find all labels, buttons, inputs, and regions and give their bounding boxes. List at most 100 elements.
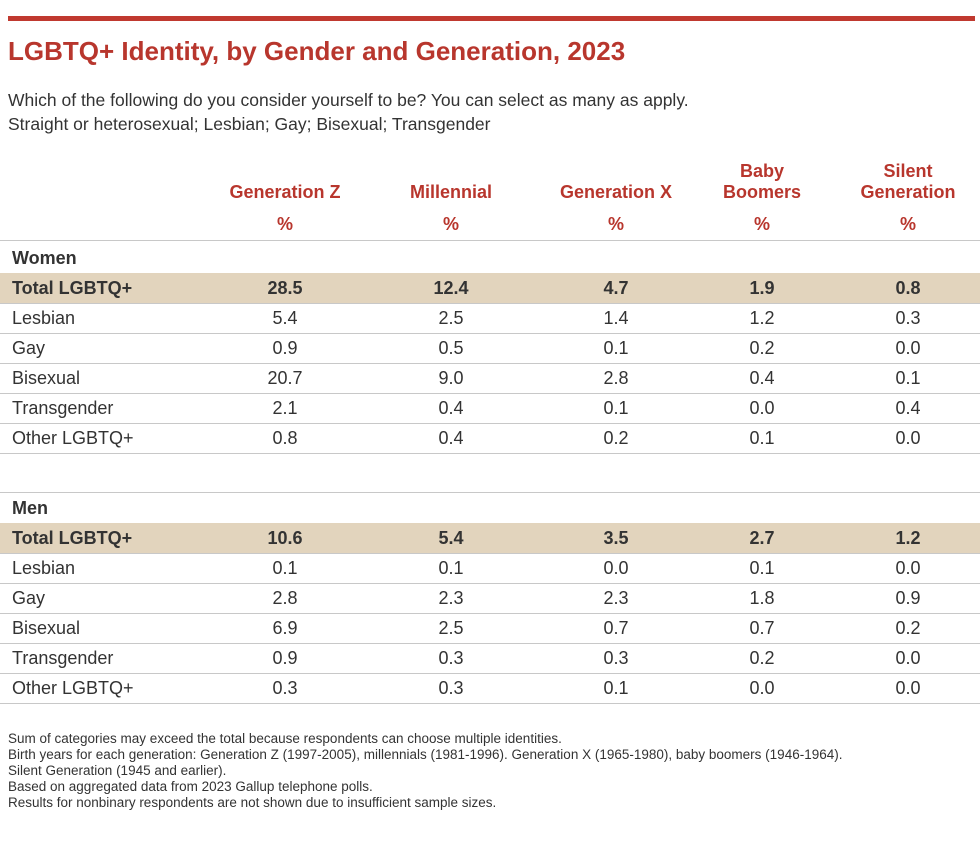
cell-value: 0.1 xyxy=(749,558,775,578)
cell-value: 1.4 xyxy=(603,308,629,328)
cell-value: 0.3 xyxy=(438,648,464,668)
note: Silent Generation (1945 and earlier). xyxy=(8,763,227,778)
cell-value: 0.1 xyxy=(438,558,464,578)
cell-value: 9.0 xyxy=(438,368,464,388)
row-rule xyxy=(0,583,980,584)
cell-value: 0.4 xyxy=(438,398,464,418)
row-label: Bisexual xyxy=(12,368,81,388)
column-header: Silent xyxy=(883,161,933,181)
cell-value: 1.9 xyxy=(749,278,775,298)
cell-value: 0.7 xyxy=(603,618,629,638)
cell-value: 2.1 xyxy=(272,398,298,418)
note: Birth years for each generation: Generat… xyxy=(8,747,843,762)
cell-value: 0.1 xyxy=(272,558,298,578)
row-rule xyxy=(0,553,980,554)
subtitle: Straight or heterosexual; Lesbian; Gay; … xyxy=(8,114,491,134)
cell-value: 0.0 xyxy=(895,648,921,668)
column-header: Baby xyxy=(739,161,784,181)
cell-value: 4.7 xyxy=(603,278,629,298)
cell-value: 1.2 xyxy=(749,308,775,328)
cell-value: 0.7 xyxy=(749,618,775,638)
cell-value: 0.4 xyxy=(895,398,921,418)
row-rule xyxy=(0,613,980,614)
cell-value: 0.2 xyxy=(749,648,775,668)
cell-value: 5.4 xyxy=(438,528,464,548)
cell-value: 2.3 xyxy=(438,588,464,608)
cell-value: 6.9 xyxy=(272,618,298,638)
cell-value: 2.7 xyxy=(749,528,775,548)
cell-value: 1.8 xyxy=(749,588,775,608)
cell-value: 0.1 xyxy=(749,428,775,448)
cell-value: 0.5 xyxy=(438,338,464,358)
section-label: Women xyxy=(12,248,77,268)
cell-value: 0.3 xyxy=(603,648,629,668)
cell-value: 0.3 xyxy=(895,308,921,328)
note: Based on aggregated data from 2023 Gallu… xyxy=(8,779,373,794)
row-label: Gay xyxy=(12,338,46,358)
row-rule xyxy=(0,363,980,364)
row-label: Total LGBTQ+ xyxy=(12,528,133,548)
note: Results for nonbinary respondents are no… xyxy=(8,795,497,810)
row-label: Lesbian xyxy=(12,308,76,328)
cell-value: 0.2 xyxy=(603,428,629,448)
column-unit: % xyxy=(753,214,770,234)
column-unit: % xyxy=(442,214,459,234)
cell-value: 2.5 xyxy=(438,308,464,328)
top-rule xyxy=(8,16,975,21)
note: Sum of categories may exceed the total b… xyxy=(8,731,562,746)
column-unit: % xyxy=(899,214,916,234)
cell-value: 20.7 xyxy=(267,368,303,388)
row-label: Transgender xyxy=(12,398,114,418)
column-header: Boomers xyxy=(722,182,802,202)
cell-value: 0.1 xyxy=(895,368,921,388)
row-rule xyxy=(0,393,980,394)
row-rule xyxy=(0,423,980,424)
cell-value: 1.2 xyxy=(895,528,921,548)
column-header: Generation xyxy=(860,182,956,202)
column-header: Generation X xyxy=(559,182,673,202)
cell-value: 28.5 xyxy=(267,278,303,298)
cell-value: 0.0 xyxy=(895,558,921,578)
total-band xyxy=(0,523,980,553)
column-header: Generation Z xyxy=(229,182,341,202)
cell-value: 0.2 xyxy=(895,618,921,638)
row-label: Gay xyxy=(12,588,46,608)
cell-value: 0.3 xyxy=(272,678,298,698)
row-label: Total LGBTQ+ xyxy=(12,278,133,298)
cell-value: 0.0 xyxy=(749,398,775,418)
cell-value: 2.8 xyxy=(603,368,629,388)
column-header: Millennial xyxy=(409,182,492,202)
row-label: Other LGBTQ+ xyxy=(12,678,134,698)
row-label: Lesbian xyxy=(12,558,76,578)
cell-value: 0.0 xyxy=(749,678,775,698)
cell-value: 0.3 xyxy=(438,678,464,698)
row-rule xyxy=(0,703,980,704)
row-rule xyxy=(0,643,980,644)
cell-value: 0.4 xyxy=(438,428,464,448)
cell-value: 0.4 xyxy=(749,368,775,388)
row-rule xyxy=(0,303,980,304)
column-unit: % xyxy=(276,214,293,234)
cell-value: 0.9 xyxy=(895,588,921,608)
cell-value: 0.0 xyxy=(895,428,921,448)
row-label: Other LGBTQ+ xyxy=(12,428,134,448)
column-unit: % xyxy=(607,214,624,234)
section-label: Men xyxy=(12,498,48,518)
cell-value: 0.0 xyxy=(895,338,921,358)
cell-value: 0.9 xyxy=(272,648,298,668)
subtitle: Which of the following do you consider y… xyxy=(8,90,689,110)
cell-value: 0.0 xyxy=(603,558,629,578)
row-rule xyxy=(0,673,980,674)
cell-value: 0.2 xyxy=(749,338,775,358)
cell-value: 0.9 xyxy=(272,338,298,358)
cell-value: 2.5 xyxy=(438,618,464,638)
row-label: Transgender xyxy=(12,648,114,668)
cell-value: 2.8 xyxy=(272,588,298,608)
row-label: Bisexual xyxy=(12,618,81,638)
cell-value: 10.6 xyxy=(267,528,303,548)
header-rule xyxy=(0,240,980,241)
cell-value: 0.1 xyxy=(603,338,629,358)
cell-value: 0.1 xyxy=(603,678,629,698)
cell-value: 2.3 xyxy=(603,588,629,608)
